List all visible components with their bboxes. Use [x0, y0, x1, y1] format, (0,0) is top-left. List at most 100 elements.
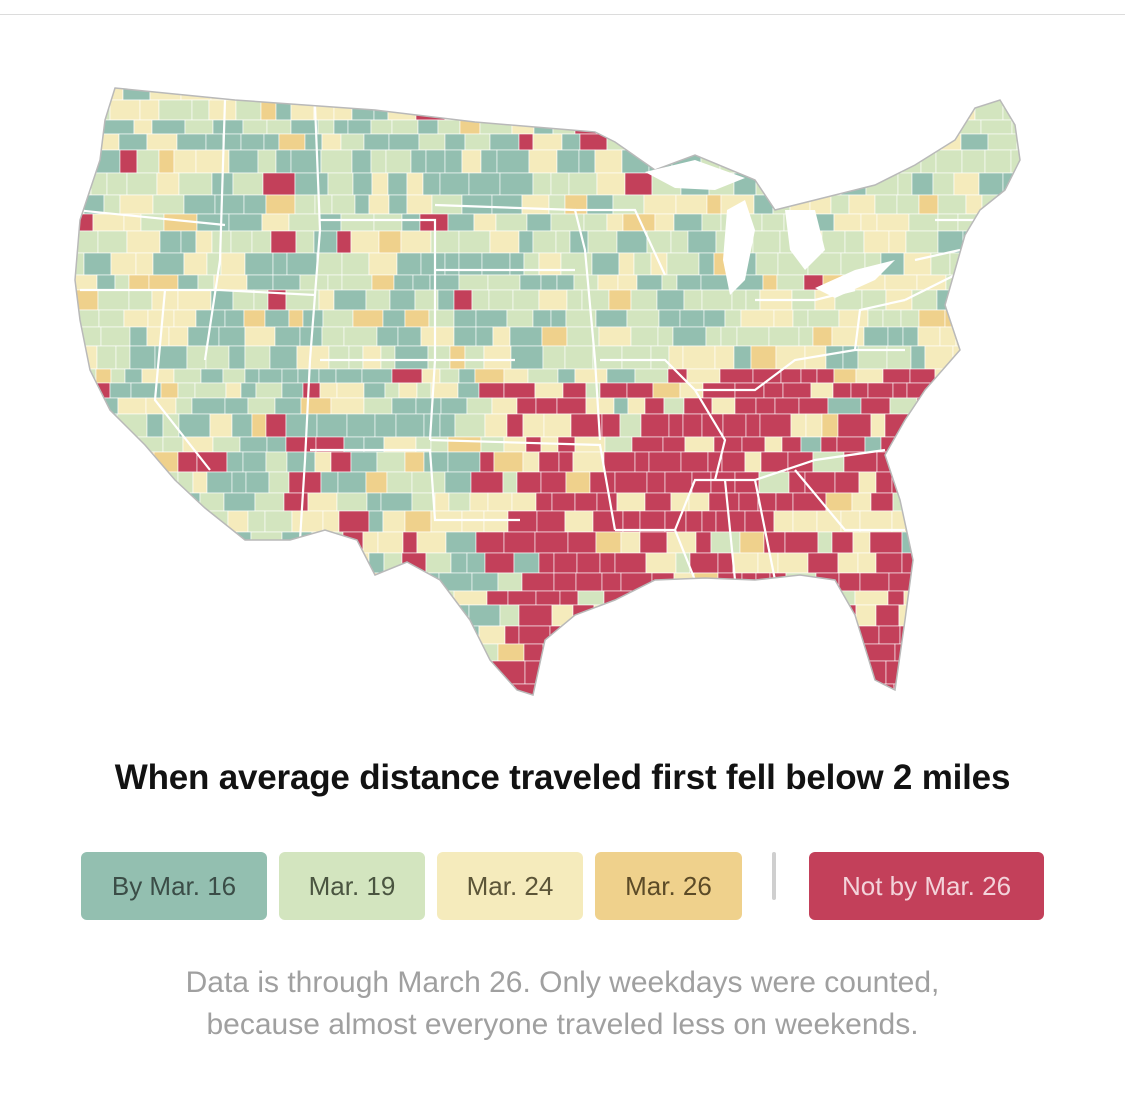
county-cell [658, 643, 686, 662]
county-cell [608, 660, 628, 685]
legend: By Mar. 16 Mar. 19 Mar. 24 Mar. 26 Not b… [0, 852, 1125, 920]
county-cell [976, 492, 995, 512]
legend-item-mar-19[interactable]: Mar. 19 [279, 852, 425, 920]
county-cell [918, 309, 946, 328]
county-cell [288, 309, 304, 328]
county-cell [75, 683, 88, 695]
county-cell [777, 552, 809, 574]
county-cell [575, 572, 603, 592]
county-cell [511, 492, 537, 512]
county-cell [355, 604, 377, 627]
county-cell [177, 451, 198, 473]
county-cell [553, 572, 577, 592]
county-cell [713, 625, 736, 645]
county-cell [768, 326, 800, 347]
county-cell [152, 194, 185, 215]
county-cell [854, 590, 889, 606]
county-cell [858, 471, 877, 494]
county-cell [301, 660, 324, 685]
county-cell [710, 531, 741, 554]
county-cell [807, 552, 839, 574]
legend-item-not-by-mar-26[interactable]: Not by Mar. 26 [809, 852, 1044, 920]
county-cell [634, 368, 669, 384]
top-divider [0, 14, 1125, 15]
county-cell [991, 289, 1011, 311]
county-fill-layer [70, 88, 1020, 710]
county-cell [603, 451, 636, 473]
county-cell [523, 252, 540, 276]
county-cell [542, 345, 566, 370]
county-cell [726, 99, 744, 121]
county-cell [1012, 604, 1020, 627]
county-cell [800, 368, 818, 384]
county-cell [663, 397, 685, 415]
legend-item-mar-24[interactable]: Mar. 24 [437, 852, 583, 920]
county-cell [658, 309, 681, 328]
county-cell [595, 309, 628, 328]
county-cell [114, 274, 130, 291]
county-cell [825, 492, 853, 512]
legend-item-by-mar-16[interactable]: By Mar. 16 [81, 852, 267, 920]
county-cell [567, 531, 597, 554]
county-cell [423, 451, 449, 473]
county-cell [75, 309, 100, 328]
county-cell [475, 326, 494, 347]
county-cell [812, 683, 842, 695]
county-cell [548, 194, 566, 215]
county-cell [388, 133, 420, 151]
county-cell [85, 492, 109, 512]
map-canvas[interactable] [55, 60, 1075, 710]
county-cell [559, 590, 579, 606]
county-cell [775, 345, 806, 370]
state-borders [75, 99, 975, 581]
county-cell [742, 99, 777, 121]
county-cell [1006, 660, 1020, 685]
county-cell [169, 492, 201, 512]
county-cell [734, 397, 757, 415]
county-cell [800, 133, 822, 151]
county-cell [157, 590, 192, 606]
county-cell [300, 625, 335, 645]
county-cell [980, 119, 1013, 135]
legend-item-mar-26[interactable]: Mar. 26 [595, 852, 742, 920]
county-cell [752, 230, 781, 254]
county-cell [684, 643, 719, 662]
county-cell [979, 88, 1014, 101]
county-cell [75, 88, 91, 101]
county-cell [656, 88, 679, 101]
county-cell [100, 660, 127, 685]
county-cell [685, 510, 703, 533]
county-cell [863, 230, 890, 254]
county-cell [703, 309, 726, 328]
county-cell [794, 88, 815, 101]
county-cell [70, 704, 103, 710]
county-cell [314, 451, 332, 473]
county-cell [396, 252, 422, 276]
county-cell [373, 590, 397, 606]
county-cell [838, 309, 869, 328]
county-cell [874, 194, 898, 215]
county-cell [749, 590, 772, 606]
county-cell [75, 471, 101, 494]
us-county-map[interactable] [55, 60, 1075, 710]
county-cell [380, 345, 396, 370]
county-cell [744, 451, 762, 473]
county-cell [406, 172, 424, 196]
county-cell [322, 309, 354, 328]
county-cell [792, 119, 823, 135]
county-cell [708, 492, 740, 512]
county-cell [788, 172, 819, 196]
county-cell [266, 436, 287, 453]
county-cell [929, 99, 947, 121]
county-cell [758, 604, 778, 627]
county-cell [453, 289, 473, 311]
county-cell [152, 252, 185, 276]
county-cell [724, 309, 742, 328]
county-cell [122, 510, 157, 533]
county-cell [798, 397, 829, 415]
county-cell [350, 451, 378, 473]
county-cell [257, 149, 277, 174]
county-cell [960, 88, 981, 101]
county-cell [404, 510, 432, 533]
county-cell [987, 552, 1012, 574]
